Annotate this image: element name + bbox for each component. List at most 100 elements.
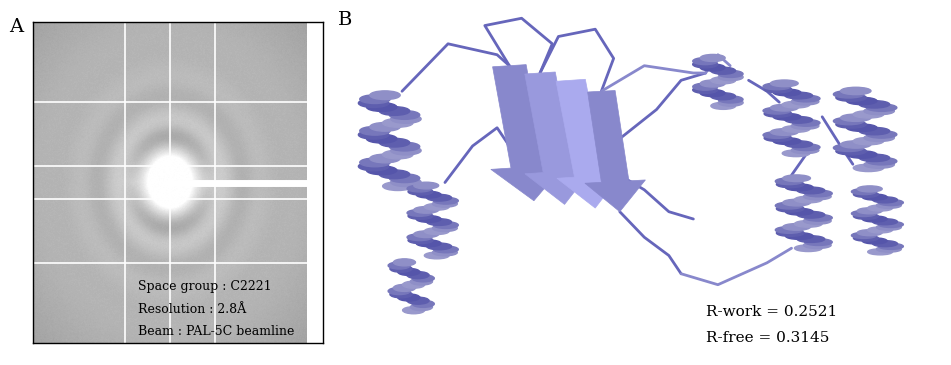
Ellipse shape	[411, 304, 433, 311]
Ellipse shape	[858, 186, 883, 192]
Ellipse shape	[786, 184, 813, 191]
Ellipse shape	[394, 284, 416, 291]
Ellipse shape	[866, 131, 897, 138]
Ellipse shape	[412, 275, 435, 282]
Ellipse shape	[692, 58, 718, 65]
Ellipse shape	[765, 135, 792, 141]
Ellipse shape	[804, 242, 831, 249]
Ellipse shape	[785, 141, 812, 147]
Ellipse shape	[805, 190, 832, 197]
Ellipse shape	[359, 158, 390, 167]
Ellipse shape	[877, 202, 902, 208]
Ellipse shape	[873, 219, 898, 225]
Ellipse shape	[836, 121, 866, 128]
Ellipse shape	[763, 83, 790, 90]
Ellipse shape	[382, 119, 413, 127]
Ellipse shape	[841, 141, 871, 148]
Ellipse shape	[867, 249, 893, 255]
Ellipse shape	[846, 151, 877, 158]
Ellipse shape	[434, 246, 458, 253]
Text: A: A	[10, 18, 24, 36]
Ellipse shape	[791, 147, 819, 154]
Ellipse shape	[853, 213, 879, 219]
Ellipse shape	[389, 142, 419, 151]
Ellipse shape	[853, 191, 879, 197]
Ellipse shape	[853, 235, 879, 241]
Ellipse shape	[398, 294, 419, 301]
Ellipse shape	[794, 220, 822, 227]
Ellipse shape	[411, 278, 433, 285]
Ellipse shape	[700, 89, 725, 97]
Ellipse shape	[770, 80, 798, 87]
Polygon shape	[556, 79, 621, 208]
Ellipse shape	[775, 178, 803, 185]
Ellipse shape	[792, 95, 820, 102]
Ellipse shape	[786, 208, 813, 215]
Ellipse shape	[773, 138, 801, 145]
Ellipse shape	[427, 194, 452, 201]
Ellipse shape	[379, 138, 410, 147]
Ellipse shape	[359, 130, 389, 139]
Polygon shape	[525, 72, 592, 204]
Ellipse shape	[794, 196, 822, 203]
Ellipse shape	[412, 300, 435, 307]
Ellipse shape	[879, 243, 903, 249]
Ellipse shape	[860, 154, 889, 162]
Ellipse shape	[718, 70, 743, 77]
Ellipse shape	[433, 249, 457, 256]
Ellipse shape	[359, 99, 389, 107]
Ellipse shape	[853, 164, 883, 172]
Ellipse shape	[877, 224, 902, 230]
Ellipse shape	[858, 208, 883, 214]
Text: R-free = 0.3145: R-free = 0.3145	[706, 331, 829, 345]
Polygon shape	[491, 65, 565, 201]
Ellipse shape	[700, 64, 725, 71]
Ellipse shape	[864, 134, 894, 142]
Ellipse shape	[776, 205, 804, 212]
Ellipse shape	[710, 93, 735, 100]
Ellipse shape	[805, 239, 832, 246]
Ellipse shape	[846, 97, 877, 105]
Ellipse shape	[773, 89, 801, 96]
Ellipse shape	[792, 119, 820, 126]
Ellipse shape	[407, 272, 429, 278]
Polygon shape	[585, 91, 646, 212]
Ellipse shape	[836, 94, 866, 101]
Ellipse shape	[359, 95, 390, 104]
Ellipse shape	[433, 225, 457, 231]
Ellipse shape	[797, 236, 825, 242]
Ellipse shape	[860, 127, 889, 135]
Ellipse shape	[388, 262, 410, 269]
Ellipse shape	[786, 233, 813, 239]
Ellipse shape	[791, 123, 819, 129]
Ellipse shape	[846, 124, 877, 131]
Ellipse shape	[775, 227, 803, 233]
Ellipse shape	[692, 83, 718, 90]
Ellipse shape	[773, 114, 801, 120]
Ellipse shape	[407, 210, 432, 216]
Ellipse shape	[785, 92, 812, 99]
Ellipse shape	[388, 288, 410, 295]
Ellipse shape	[783, 101, 810, 108]
Text: Resolution : 2.8Å: Resolution : 2.8Å	[138, 303, 246, 316]
Ellipse shape	[408, 237, 433, 244]
Text: B: B	[338, 11, 352, 29]
Ellipse shape	[783, 223, 810, 230]
Ellipse shape	[366, 166, 397, 175]
Ellipse shape	[427, 243, 452, 250]
Ellipse shape	[407, 297, 429, 304]
Ellipse shape	[366, 134, 397, 143]
Ellipse shape	[858, 230, 883, 236]
Ellipse shape	[710, 67, 735, 74]
Ellipse shape	[359, 162, 389, 171]
Ellipse shape	[873, 197, 898, 203]
Ellipse shape	[389, 111, 419, 119]
Text: Beam : PAL-5C beamline: Beam : PAL-5C beamline	[138, 325, 294, 338]
Ellipse shape	[863, 194, 887, 200]
Ellipse shape	[770, 128, 798, 135]
Ellipse shape	[783, 199, 810, 206]
Ellipse shape	[792, 144, 820, 150]
Ellipse shape	[391, 115, 421, 123]
Ellipse shape	[417, 191, 441, 198]
Ellipse shape	[877, 246, 902, 252]
